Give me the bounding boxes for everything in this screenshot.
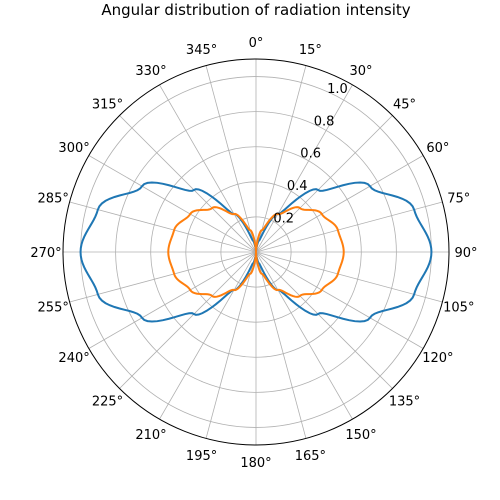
- theta-tick-label: 0°: [249, 36, 264, 51]
- theta-gridline: [255, 251, 424, 349]
- theta-tick-label: 240°: [58, 351, 89, 366]
- theta-tick-label: 105°: [443, 300, 474, 315]
- theta-tick-labels: 0° 15° 30° 45° 60° 75° 90° 105° 120° 135° 150° 165°…: [30, 36, 477, 471]
- chart-title: Angular distribution of radiation intens…: [101, 1, 410, 19]
- theta-tick-label: 135°: [389, 395, 420, 410]
- theta-tick-label: 210°: [135, 428, 166, 443]
- theta-tick-label: 15°: [299, 43, 322, 58]
- theta-tick-label: 120°: [422, 351, 453, 366]
- theta-gridline: [69, 201, 257, 253]
- theta-tick-label: 300°: [58, 141, 89, 156]
- r-tick-label: 1.0: [327, 82, 348, 97]
- theta-tick-label: 315°: [92, 98, 123, 113]
- theta-tick-label: 255°: [38, 300, 69, 315]
- theta-tick-label: 60°: [426, 141, 449, 156]
- theta-gridline: [159, 84, 257, 253]
- theta-gridline: [159, 251, 257, 420]
- theta-gridline: [205, 65, 257, 253]
- theta-gridline: [255, 155, 424, 253]
- theta-tick-label: 285°: [38, 192, 69, 207]
- series-layer: [79, 181, 433, 323]
- r-tick-label: 0.2: [273, 212, 294, 227]
- r-tick-label: 0.6: [300, 147, 321, 162]
- theta-gridline: [69, 251, 257, 303]
- theta-tick-label: 90°: [454, 246, 477, 261]
- theta-gridline: [88, 251, 257, 349]
- theta-tick-label: 330°: [135, 64, 166, 79]
- theta-tick-label: 165°: [295, 449, 326, 464]
- theta-tick-label: 150°: [345, 428, 376, 443]
- r-tick-label: 0.8: [314, 114, 335, 129]
- theta-gridline: [255, 251, 353, 420]
- r-tick-labels: 0.2 0.4 0.6 0.8 1.0: [273, 82, 347, 227]
- theta-tick-label: 225°: [92, 395, 123, 410]
- polar-grid: [63, 59, 449, 445]
- theta-gridline: [255, 65, 307, 253]
- theta-gridline: [255, 251, 443, 303]
- theta-gridline: [119, 115, 257, 253]
- theta-tick-label: 75°: [447, 192, 470, 207]
- theta-tick-label: 45°: [393, 98, 416, 113]
- theta-gridline: [255, 251, 307, 439]
- theta-tick-label: 180°: [240, 456, 271, 471]
- theta-gridline: [255, 84, 353, 253]
- r-tick-label: 0.4: [287, 179, 308, 194]
- theta-tick-label: 195°: [186, 449, 217, 464]
- series-line-2: [167, 206, 345, 298]
- theta-gridline: [119, 251, 257, 389]
- theta-tick-label: 30°: [349, 64, 372, 79]
- theta-gridline: [255, 115, 393, 253]
- theta-tick-label: 270°: [30, 246, 61, 261]
- theta-tick-label: 345°: [186, 43, 217, 58]
- theta-gridline: [255, 251, 393, 389]
- theta-gridline: [255, 201, 443, 253]
- polar-frame: [62, 58, 450, 446]
- theta-gridline: [88, 155, 257, 253]
- theta-gridline: [205, 251, 257, 439]
